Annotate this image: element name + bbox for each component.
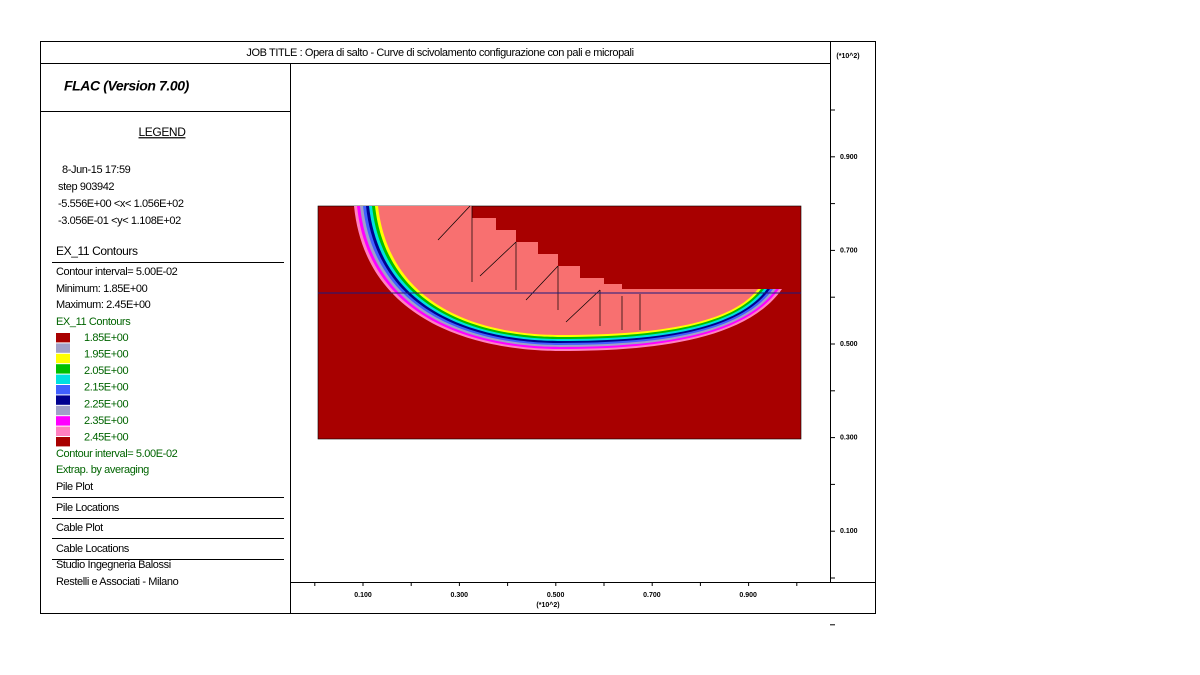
legend-item: 2.45E+00 (84, 432, 128, 444)
plot-entry: Cable Plot (56, 522, 103, 534)
legend-item: 2.25E+00 (84, 398, 128, 410)
swatch (56, 333, 70, 343)
x-tick-label: 0.500 (547, 592, 565, 599)
legend-interval: Contour interval= 5.00E-02 (56, 448, 178, 460)
info-line: 8-Jun-15 17:59 (62, 164, 131, 176)
swatch (56, 343, 70, 353)
legend-item: 1.85E+00 (84, 332, 128, 344)
program: FLAC (Version 7.00) (64, 78, 190, 94)
maximum: Maximum: 2.45E+00 (56, 299, 151, 311)
footer: Studio Ingegneria Balossi (56, 559, 171, 571)
swatch (56, 395, 70, 405)
info-line: step 903942 (58, 181, 114, 193)
plot-entry: Pile Locations (56, 502, 120, 514)
swatch (56, 364, 70, 374)
legend-item: 1.95E+00 (84, 349, 128, 361)
y-tick-label: 0.500 (840, 341, 858, 348)
swatch (56, 385, 70, 395)
job-title: JOB TITLE : Opera di salto - Curve di sc… (246, 47, 633, 59)
x-exponent: (*10^2) (536, 601, 559, 609)
swatch (56, 353, 70, 364)
y-tick-label: 0.100 (840, 528, 858, 535)
model (317, 205, 802, 440)
plot-entry: Cable Locations (56, 543, 130, 555)
interval: Contour interval= 5.00E-02 (56, 266, 178, 278)
y-tick-label: 0.900 (840, 154, 858, 161)
swatch (56, 374, 70, 384)
x-tick-label: 0.700 (643, 592, 661, 599)
y-tick-label: 0.300 (840, 434, 858, 441)
pile (525, 265, 559, 301)
swatch (56, 426, 70, 436)
swatch (56, 405, 70, 416)
pile (437, 205, 471, 241)
x-tick-label: 0.300 (451, 592, 469, 599)
footer: Restelli e Associati - Milano (56, 576, 179, 588)
contour-band (378, 206, 758, 335)
x-tick-label: 0.900 (739, 592, 757, 599)
legend-title: LEGEND (139, 125, 187, 139)
y-exponent: (*10^2) (836, 52, 859, 60)
swatch (56, 416, 70, 426)
x-tick-label: 0.100 (354, 592, 372, 599)
legend-subtitle: EX_11 Contours (56, 316, 131, 328)
extrap: Extrap. by averaging (56, 464, 149, 476)
minimum: Minimum: 1.85E+00 (56, 283, 148, 295)
plot-entry: Pile Plot (56, 481, 93, 493)
contours-title: EX_11 Contours (56, 244, 138, 258)
legend-item: 2.05E+00 (84, 365, 128, 377)
info-line: -5.556E+00 <x< 1.056E+02 (58, 198, 184, 210)
swatch (56, 437, 70, 447)
info-line: -3.056E-01 <y< 1.108E+02 (58, 215, 181, 227)
legend-item: 2.15E+00 (84, 382, 128, 394)
pile (479, 241, 517, 277)
y-tick-label: 0.700 (840, 247, 858, 254)
pile (565, 289, 601, 323)
legend-item: 2.35E+00 (84, 415, 128, 427)
